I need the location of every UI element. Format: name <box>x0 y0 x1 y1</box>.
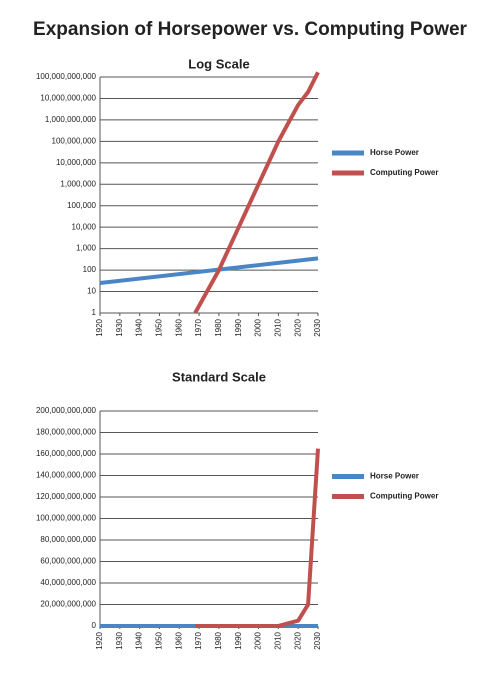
x-tick-label: 1980 <box>214 318 223 336</box>
y-tick-label: 1 <box>92 308 97 317</box>
y-tick-label: 10,000 <box>72 222 97 231</box>
y-tick-label: 0 <box>92 621 97 630</box>
x-tick-label: 1960 <box>174 318 183 336</box>
y-tick-label: 100 <box>83 265 97 274</box>
y-tick-label: 100,000,000,000 <box>36 514 97 523</box>
x-tick-label: 2000 <box>254 631 263 649</box>
x-tick-label: 2030 <box>313 318 322 336</box>
legend-label: Computing Power <box>370 492 438 501</box>
x-tick-label: 1920 <box>95 631 104 649</box>
y-tick-label: 100,000,000,000 <box>36 72 97 81</box>
legend-label: Computing Power <box>370 168 438 177</box>
x-tick-label: 1970 <box>194 318 203 336</box>
x-tick-label: 2000 <box>254 318 263 336</box>
y-tick-label: 40,000,000,000 <box>40 578 96 587</box>
y-tick-label: 80,000,000,000 <box>40 535 96 544</box>
y-tick-label: 10 <box>87 287 96 296</box>
y-tick-label: 100,000 <box>67 201 96 210</box>
chart-title: Log Scale <box>188 56 249 71</box>
x-tick-label: 1990 <box>234 631 243 649</box>
y-tick-label: 200,000,000,000 <box>36 406 97 415</box>
y-tick-label: 60,000,000,000 <box>40 557 96 566</box>
x-tick-label: 2020 <box>293 318 302 336</box>
y-tick-label: 10,000,000,000 <box>40 94 96 103</box>
y-tick-label: 20,000,000,000 <box>40 600 96 609</box>
legend-label: Horse Power <box>370 148 419 157</box>
series-line <box>99 256 319 285</box>
x-tick-label: 2010 <box>273 631 282 649</box>
page-title: Expansion of Horsepower vs. Computing Po… <box>33 19 467 40</box>
legend-label: Horse Power <box>370 472 419 481</box>
y-tick-label: 10,000,000 <box>56 158 97 167</box>
x-tick-label: 1950 <box>155 631 164 649</box>
x-tick-label: 1980 <box>214 631 223 649</box>
x-tick-label: 1930 <box>115 631 124 649</box>
y-tick-label: 180,000,000,000 <box>36 428 97 437</box>
y-tick-label: 1,000 <box>76 244 97 253</box>
x-tick-label: 2010 <box>273 318 282 336</box>
y-tick-label: 140,000,000,000 <box>36 471 97 480</box>
y-tick-label: 1,000,000,000 <box>45 115 97 124</box>
x-tick-label: 2030 <box>313 631 322 649</box>
series-line <box>195 448 320 628</box>
x-tick-label: 1960 <box>174 631 183 649</box>
chart-title: Standard Scale <box>172 369 266 384</box>
x-tick-label: 1940 <box>135 318 144 336</box>
x-tick-label: 1930 <box>115 318 124 336</box>
x-tick-label: 1990 <box>234 318 243 336</box>
x-tick-label: 1940 <box>135 631 144 649</box>
y-tick-label: 120,000,000,000 <box>36 492 97 501</box>
y-tick-label: 1,000,000 <box>60 179 96 188</box>
y-tick-label: 160,000,000,000 <box>36 449 97 458</box>
x-tick-label: 1950 <box>155 318 164 336</box>
x-tick-label: 2020 <box>293 631 302 649</box>
y-tick-label: 100,000,000 <box>52 136 97 145</box>
x-tick-label: 1970 <box>194 631 203 649</box>
x-tick-label: 1920 <box>95 318 104 336</box>
series-line <box>193 71 320 314</box>
